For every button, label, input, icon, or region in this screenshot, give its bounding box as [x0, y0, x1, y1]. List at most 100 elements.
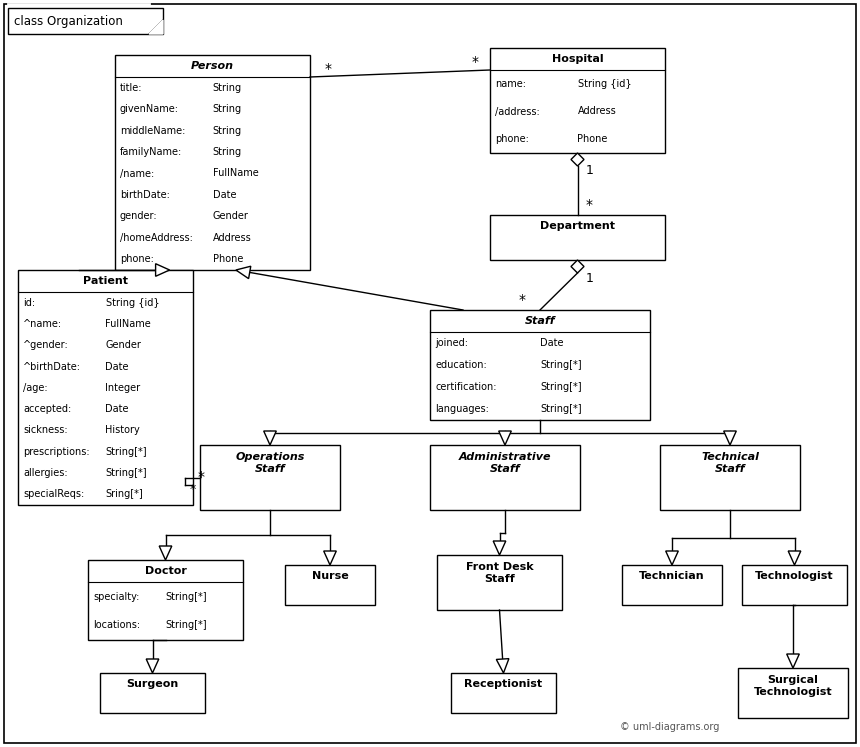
- Text: title:: title:: [120, 83, 143, 93]
- Polygon shape: [571, 153, 584, 166]
- Text: ^gender:: ^gender:: [23, 340, 69, 350]
- Text: Phone: Phone: [212, 254, 243, 264]
- Text: *: *: [324, 62, 331, 76]
- Polygon shape: [146, 659, 159, 673]
- Bar: [100, 673, 205, 713]
- Text: Administrative
Staff: Administrative Staff: [458, 452, 551, 474]
- Text: Integer: Integer: [106, 383, 141, 393]
- Text: Front Desk
Staff: Front Desk Staff: [465, 562, 533, 584]
- Text: String: String: [212, 83, 242, 93]
- Text: Person: Person: [191, 61, 234, 71]
- Text: Address: Address: [578, 107, 617, 117]
- Text: specialty:: specialty:: [93, 592, 139, 601]
- Polygon shape: [496, 659, 509, 673]
- Text: Date: Date: [106, 362, 129, 371]
- Text: 1: 1: [586, 271, 593, 285]
- Text: Nurse: Nurse: [311, 571, 348, 581]
- Text: Surgeon: Surgeon: [126, 679, 179, 689]
- Text: String: String: [212, 104, 242, 114]
- Bar: [738, 668, 848, 718]
- Polygon shape: [787, 654, 799, 668]
- Text: *: *: [586, 198, 593, 212]
- Bar: [660, 445, 800, 510]
- Polygon shape: [499, 431, 512, 445]
- Bar: [8, 8, 163, 34]
- Text: phone:: phone:: [120, 254, 154, 264]
- Text: FullName: FullName: [106, 319, 151, 329]
- Text: String: String: [212, 147, 242, 157]
- Text: ^birthDate:: ^birthDate:: [23, 362, 81, 371]
- Text: String[*]: String[*]: [540, 382, 581, 392]
- Text: Operations
Staff: Operations Staff: [236, 452, 304, 474]
- Bar: [285, 565, 375, 605]
- Text: /address:: /address:: [495, 107, 540, 117]
- Polygon shape: [236, 266, 251, 279]
- Bar: [200, 445, 340, 510]
- Text: Sring[*]: Sring[*]: [106, 489, 144, 499]
- Text: gender:: gender:: [120, 211, 157, 221]
- Text: FullName: FullName: [212, 169, 258, 179]
- Text: *: *: [471, 55, 478, 69]
- Text: Gender: Gender: [212, 211, 249, 221]
- Bar: [430, 310, 650, 420]
- Polygon shape: [264, 431, 276, 445]
- Text: name:: name:: [495, 79, 526, 89]
- Text: Date: Date: [106, 404, 129, 414]
- Bar: [490, 215, 665, 260]
- Text: sickness:: sickness:: [23, 426, 68, 436]
- Bar: [88, 560, 243, 640]
- Text: String[*]: String[*]: [540, 404, 581, 414]
- Polygon shape: [789, 551, 801, 565]
- Text: Staff: Staff: [525, 316, 556, 326]
- Text: *: *: [519, 293, 525, 307]
- Text: phone:: phone:: [495, 134, 529, 144]
- Text: locations:: locations:: [93, 621, 140, 630]
- Text: *: *: [190, 483, 196, 496]
- Text: Technologist: Technologist: [755, 571, 834, 581]
- Text: Technician: Technician: [639, 571, 705, 581]
- Text: Phone: Phone: [578, 134, 608, 144]
- Bar: [18, 270, 193, 505]
- Polygon shape: [159, 546, 172, 560]
- Polygon shape: [493, 541, 506, 555]
- Text: Department: Department: [540, 221, 615, 231]
- Text: /homeAddress:: /homeAddress:: [120, 233, 193, 243]
- Text: Surgical
Technologist: Surgical Technologist: [753, 675, 832, 697]
- Text: Technical
Staff: Technical Staff: [701, 452, 759, 474]
- Text: String[*]: String[*]: [106, 447, 147, 456]
- Bar: [430, 445, 580, 510]
- Text: middleName:: middleName:: [120, 125, 186, 136]
- Text: Date: Date: [540, 338, 563, 348]
- Text: id:: id:: [23, 297, 35, 308]
- Text: familyName:: familyName:: [120, 147, 182, 157]
- Text: education:: education:: [435, 360, 487, 370]
- Text: joined:: joined:: [435, 338, 468, 348]
- Text: String[*]: String[*]: [540, 360, 581, 370]
- Text: Date: Date: [212, 190, 236, 200]
- Text: String[*]: String[*]: [165, 592, 207, 601]
- Bar: [451, 673, 556, 713]
- Text: specialReqs:: specialReqs:: [23, 489, 84, 499]
- Text: allergies:: allergies:: [23, 468, 68, 478]
- Text: String {id}: String {id}: [578, 79, 631, 89]
- Text: accepted:: accepted:: [23, 404, 71, 414]
- Text: givenName:: givenName:: [120, 104, 179, 114]
- Bar: [622, 565, 722, 605]
- Bar: [742, 565, 847, 605]
- Text: Address: Address: [212, 233, 251, 243]
- Polygon shape: [156, 264, 169, 276]
- Text: Gender: Gender: [106, 340, 141, 350]
- Text: /age:: /age:: [23, 383, 47, 393]
- Text: ^name:: ^name:: [23, 319, 62, 329]
- Text: prescriptions:: prescriptions:: [23, 447, 89, 456]
- Text: String[*]: String[*]: [165, 621, 207, 630]
- Bar: [490, 48, 665, 153]
- Text: String: String: [212, 125, 242, 136]
- Text: Hospital: Hospital: [551, 54, 604, 64]
- Text: Patient: Patient: [83, 276, 128, 286]
- Polygon shape: [323, 551, 336, 565]
- Text: History: History: [106, 426, 140, 436]
- Text: certification:: certification:: [435, 382, 496, 392]
- Polygon shape: [724, 431, 736, 445]
- Text: Doctor: Doctor: [144, 566, 187, 576]
